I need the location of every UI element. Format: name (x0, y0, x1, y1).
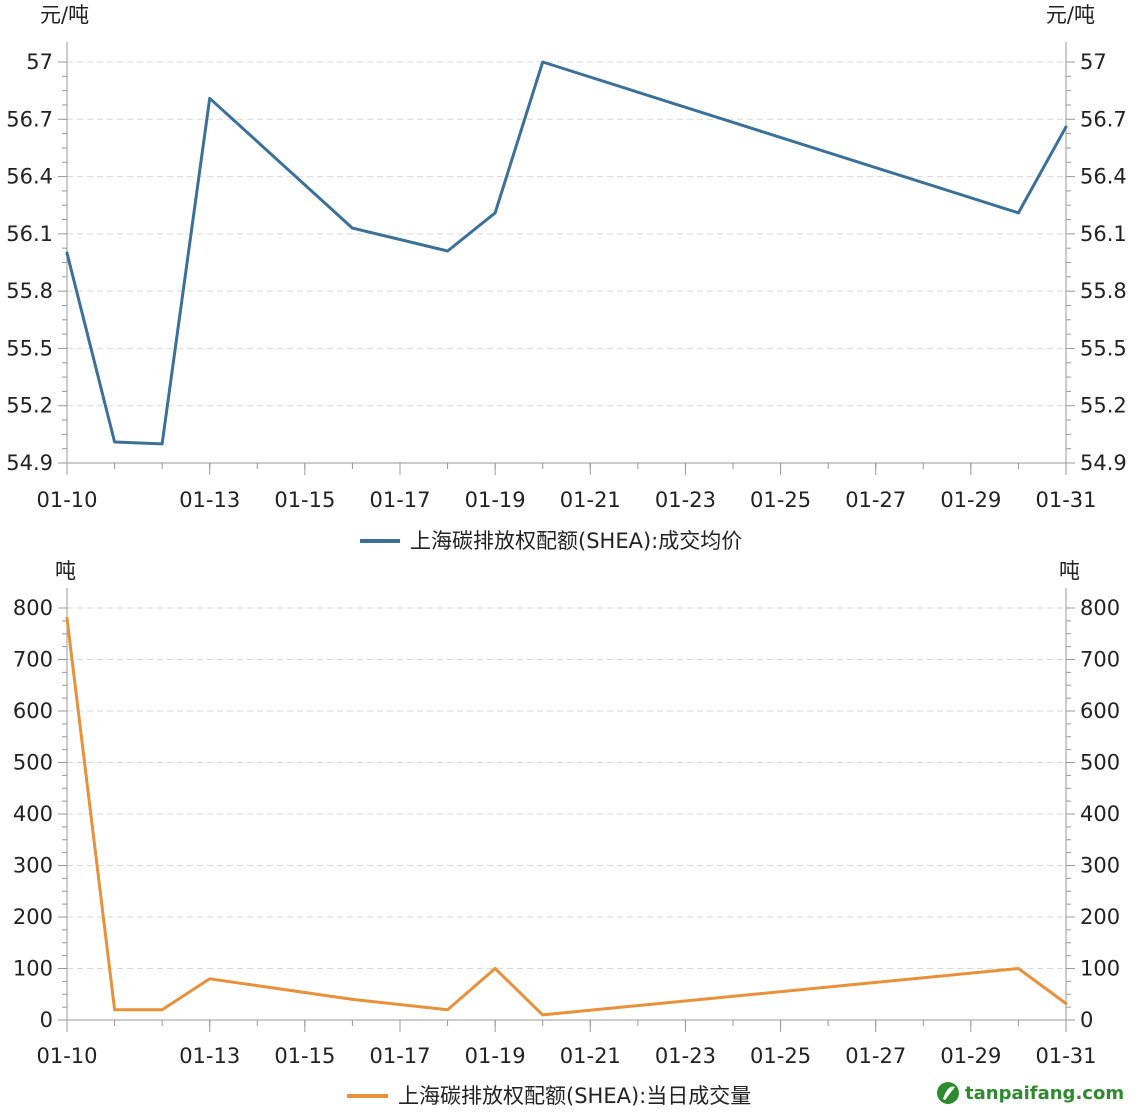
watermark-leaf-vein (943, 1086, 955, 1100)
y-tick-label-right: 500 (1080, 751, 1120, 775)
x-tick-label: 01-23 (655, 488, 716, 512)
x-tick-label: 01-19 (465, 488, 526, 512)
x-tick-label: 01-21 (560, 488, 621, 512)
y-tick-label-right: 56.1 (1080, 222, 1127, 246)
x-tick-label: 01-17 (369, 488, 430, 512)
y-tick-label-left: 100 (13, 957, 53, 981)
x-tick-label: 01-25 (750, 1044, 811, 1068)
legend-label: 上海碳排放权配额(SHEA):成交均价 (410, 529, 742, 553)
y-tick-label-left: 500 (13, 751, 53, 775)
chart-panel-1: 54.9 54.9 55.2 55.2 55.5 55.5 55.8 55.8 56.1 56.1… (6, 3, 1127, 553)
y-unit-label-left: 元/吨 (40, 3, 89, 27)
y-unit-label-left: 吨 (55, 559, 76, 583)
y-tick-label-left: 54.9 (6, 451, 53, 475)
series-line-1 (65, 60, 1068, 446)
watermark-text: tanpaifang.com (965, 1083, 1124, 1104)
y-tick-label-right: 100 (1080, 957, 1120, 981)
legend-label: 上海碳排放权配额(SHEA):当日成交量 (398, 1084, 751, 1108)
y-tick-label-right: 700 (1080, 648, 1120, 672)
x-tick-label: 01-23 (655, 1044, 716, 1068)
y-tick-label-right: 55.2 (1080, 394, 1127, 418)
y-tick-label-right: 55.8 (1080, 279, 1127, 303)
y-tick-label-right: 54.9 (1080, 451, 1127, 475)
y-tick-label-right: 57 (1080, 50, 1107, 74)
y-tick-label-left: 55.2 (6, 394, 53, 418)
watermark-logo: tanpaifang.com (937, 1082, 1124, 1104)
x-tick-label: 01-29 (940, 1044, 1001, 1068)
y-tick-label-left: 200 (13, 905, 53, 929)
y-tick-label-left: 57 (26, 50, 53, 74)
y-tick-label-left: 800 (13, 596, 53, 620)
y-tick-label-left: 56.4 (6, 165, 53, 189)
y-tick-label-left: 56.7 (6, 107, 53, 131)
y-tick-label-left: 55.5 (6, 336, 53, 360)
y-tick-label-right: 56.4 (1080, 165, 1127, 189)
chart-panel-2: 0 0 100 100 200 200 300 300 400 400 500 500 600 600 70… (13, 559, 1120, 1108)
x-tick-label: 01-15 (274, 1044, 335, 1068)
y-unit-label-right: 元/吨 (1046, 3, 1095, 27)
y-tick-label-right: 400 (1080, 802, 1120, 826)
y-tick-label-left: 55.8 (6, 279, 53, 303)
y-tick-label-right: 56.7 (1080, 107, 1127, 131)
x-tick-label: 01-15 (274, 488, 335, 512)
y-tick-label-left: 400 (13, 802, 53, 826)
y-tick-label-left: 600 (13, 699, 53, 723)
y-tick-label-right: 200 (1080, 905, 1120, 929)
x-tick-label: 01-10 (36, 488, 97, 512)
x-tick-label: 01-19 (465, 1044, 526, 1068)
x-tick-label: 01-17 (369, 1044, 430, 1068)
x-tick-label: 01-29 (940, 488, 1001, 512)
y-tick-label-right: 800 (1080, 596, 1120, 620)
y-tick-label-left: 0 (40, 1008, 53, 1032)
y-tick-label-left: 300 (13, 854, 53, 878)
y-tick-label-right: 600 (1080, 699, 1120, 723)
x-tick-label: 01-27 (845, 488, 906, 512)
y-tick-label-left: 700 (13, 648, 53, 672)
x-tick-label: 01-21 (560, 1044, 621, 1068)
y-tick-label-right: 300 (1080, 854, 1120, 878)
y-tick-label-right: 55.5 (1080, 336, 1127, 360)
x-tick-label: 01-10 (36, 1044, 97, 1068)
y-unit-label-right: 吨 (1059, 559, 1080, 583)
x-tick-label: 01-31 (1035, 488, 1096, 512)
y-tick-label-right: 0 (1080, 1008, 1093, 1032)
y-tick-label-left: 56.1 (6, 222, 53, 246)
x-tick-label: 01-31 (1035, 1044, 1096, 1068)
x-tick-label: 01-25 (750, 488, 811, 512)
x-tick-label: 01-13 (179, 1044, 240, 1068)
x-tick-label: 01-13 (179, 488, 240, 512)
series-line-2 (65, 616, 1068, 1017)
x-tick-label: 01-27 (845, 1044, 906, 1068)
